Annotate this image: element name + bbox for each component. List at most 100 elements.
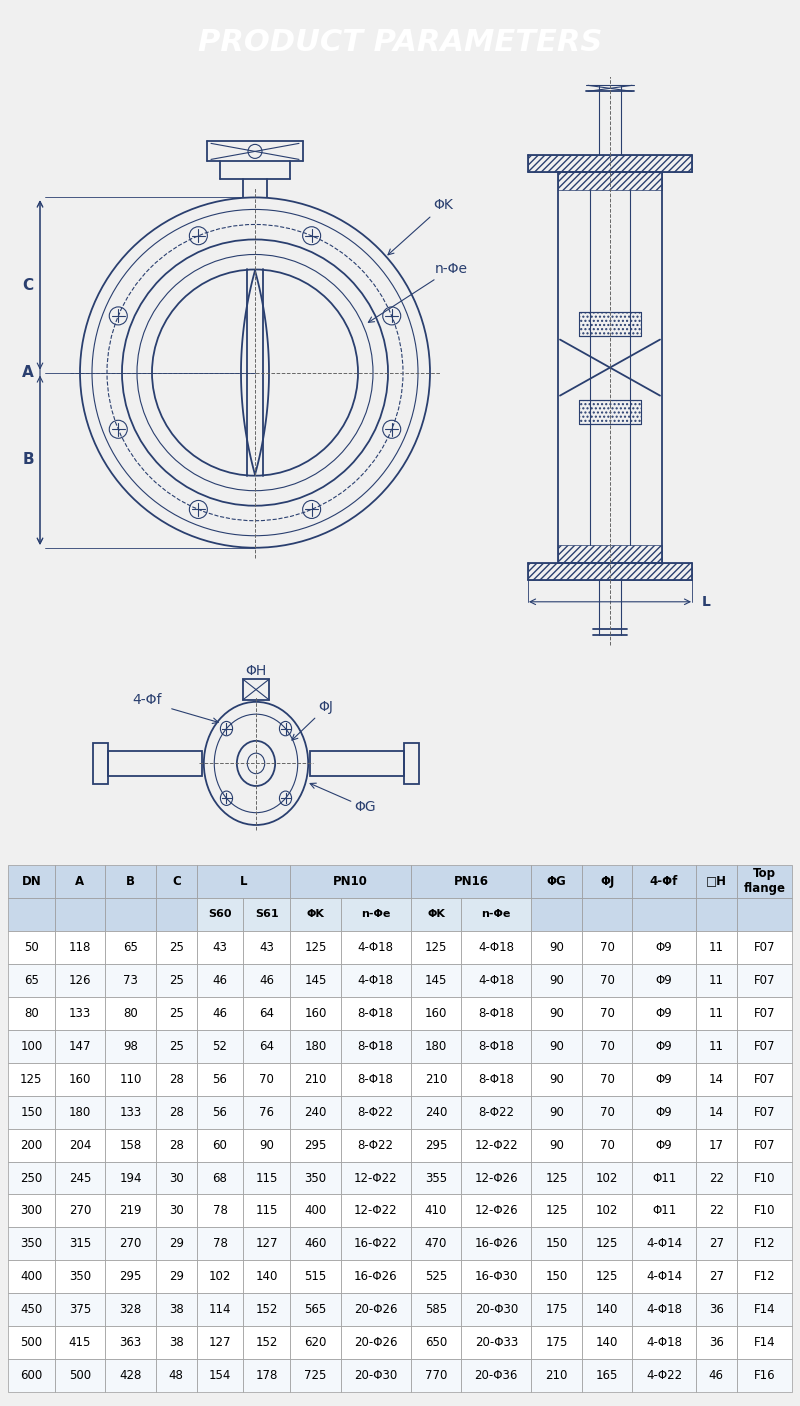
Text: 38: 38 xyxy=(169,1337,184,1350)
Text: 43: 43 xyxy=(213,941,227,953)
Bar xyxy=(737,1326,792,1360)
Text: 68: 68 xyxy=(213,1171,227,1184)
Text: 46: 46 xyxy=(213,973,227,987)
Text: 4-Φ14: 4-Φ14 xyxy=(646,1237,682,1250)
Text: 90: 90 xyxy=(549,1039,564,1053)
Bar xyxy=(341,1326,410,1360)
Text: 127: 127 xyxy=(255,1237,278,1250)
Text: 20-Φ26: 20-Φ26 xyxy=(354,1303,398,1316)
Bar xyxy=(8,1063,54,1095)
Bar xyxy=(696,897,737,931)
Text: 125: 125 xyxy=(304,941,326,953)
Bar xyxy=(243,897,290,931)
Text: 350: 350 xyxy=(20,1237,42,1250)
Text: 43: 43 xyxy=(259,941,274,953)
Bar xyxy=(462,931,531,963)
Bar xyxy=(8,897,54,931)
Bar xyxy=(462,997,531,1029)
Text: 16-Φ30: 16-Φ30 xyxy=(474,1271,518,1284)
Bar xyxy=(582,963,633,997)
Bar xyxy=(410,997,462,1029)
Bar xyxy=(341,1029,410,1063)
Bar xyxy=(737,1195,792,1227)
Text: F07: F07 xyxy=(754,1007,775,1019)
Bar xyxy=(54,931,106,963)
Text: 46: 46 xyxy=(213,1007,227,1019)
Bar xyxy=(8,1227,54,1260)
Bar xyxy=(108,751,202,776)
Text: 145: 145 xyxy=(425,973,447,987)
Text: F12: F12 xyxy=(754,1237,775,1250)
Text: 770: 770 xyxy=(425,1369,447,1382)
Bar xyxy=(341,1195,410,1227)
Bar xyxy=(8,931,54,963)
Bar xyxy=(633,1326,696,1360)
Text: 90: 90 xyxy=(549,973,564,987)
Bar xyxy=(582,865,633,897)
Bar xyxy=(737,1161,792,1195)
Text: 12-Φ26: 12-Φ26 xyxy=(474,1171,518,1184)
Text: C: C xyxy=(172,875,181,887)
Bar xyxy=(106,1129,156,1161)
Text: 65: 65 xyxy=(24,973,38,987)
Bar xyxy=(341,1294,410,1326)
Bar xyxy=(696,1063,737,1095)
Text: F14: F14 xyxy=(754,1303,775,1316)
Bar xyxy=(290,1161,341,1195)
Text: F12: F12 xyxy=(754,1271,775,1284)
Text: 8-Φ18: 8-Φ18 xyxy=(478,1039,514,1053)
Text: 29: 29 xyxy=(169,1237,184,1250)
Bar xyxy=(696,1195,737,1227)
Bar xyxy=(197,897,243,931)
Text: 133: 133 xyxy=(119,1105,142,1119)
Text: 4-Φ18: 4-Φ18 xyxy=(478,941,514,953)
Text: 12-Φ22: 12-Φ22 xyxy=(354,1171,398,1184)
Text: Φ9: Φ9 xyxy=(656,1105,673,1119)
Text: ΦG: ΦG xyxy=(354,800,375,814)
Bar xyxy=(410,1326,462,1360)
Bar xyxy=(582,897,633,931)
Text: 14: 14 xyxy=(709,1073,724,1085)
Bar xyxy=(582,1129,633,1161)
Bar xyxy=(410,1294,462,1326)
Text: PN10: PN10 xyxy=(333,875,368,887)
Bar xyxy=(54,997,106,1029)
Bar xyxy=(243,1063,290,1095)
Text: 64: 64 xyxy=(259,1039,274,1053)
Bar xyxy=(8,1129,54,1161)
Text: 80: 80 xyxy=(24,1007,38,1019)
Bar xyxy=(582,1326,633,1360)
Text: 240: 240 xyxy=(304,1105,326,1119)
Text: 52: 52 xyxy=(213,1039,227,1053)
Text: 73: 73 xyxy=(123,973,138,987)
Text: ΦG: ΦG xyxy=(546,875,566,887)
Text: 410: 410 xyxy=(425,1205,447,1218)
Text: 328: 328 xyxy=(119,1303,142,1316)
Bar xyxy=(290,931,341,963)
Bar xyxy=(290,1063,341,1095)
Text: 180: 180 xyxy=(304,1039,326,1053)
Text: 125: 125 xyxy=(546,1171,568,1184)
Bar xyxy=(579,312,641,336)
Bar xyxy=(197,1063,243,1095)
Bar xyxy=(93,742,108,785)
Text: 178: 178 xyxy=(255,1369,278,1382)
Text: 4-Φ18: 4-Φ18 xyxy=(358,941,394,953)
Bar xyxy=(243,1260,290,1294)
Bar xyxy=(54,1360,106,1392)
Text: 114: 114 xyxy=(209,1303,231,1316)
Text: 160: 160 xyxy=(425,1007,447,1019)
Text: C: C xyxy=(22,277,34,292)
Text: 76: 76 xyxy=(259,1105,274,1119)
Text: 295: 295 xyxy=(304,1139,326,1152)
Bar xyxy=(462,897,531,931)
Bar xyxy=(410,1129,462,1161)
Bar xyxy=(290,897,341,931)
Text: PN16: PN16 xyxy=(454,875,489,887)
Text: Φ11: Φ11 xyxy=(652,1171,676,1184)
Bar xyxy=(410,897,462,931)
Text: 150: 150 xyxy=(546,1271,568,1284)
Text: 125: 125 xyxy=(596,1271,618,1284)
Bar xyxy=(341,963,410,997)
Bar xyxy=(8,1260,54,1294)
